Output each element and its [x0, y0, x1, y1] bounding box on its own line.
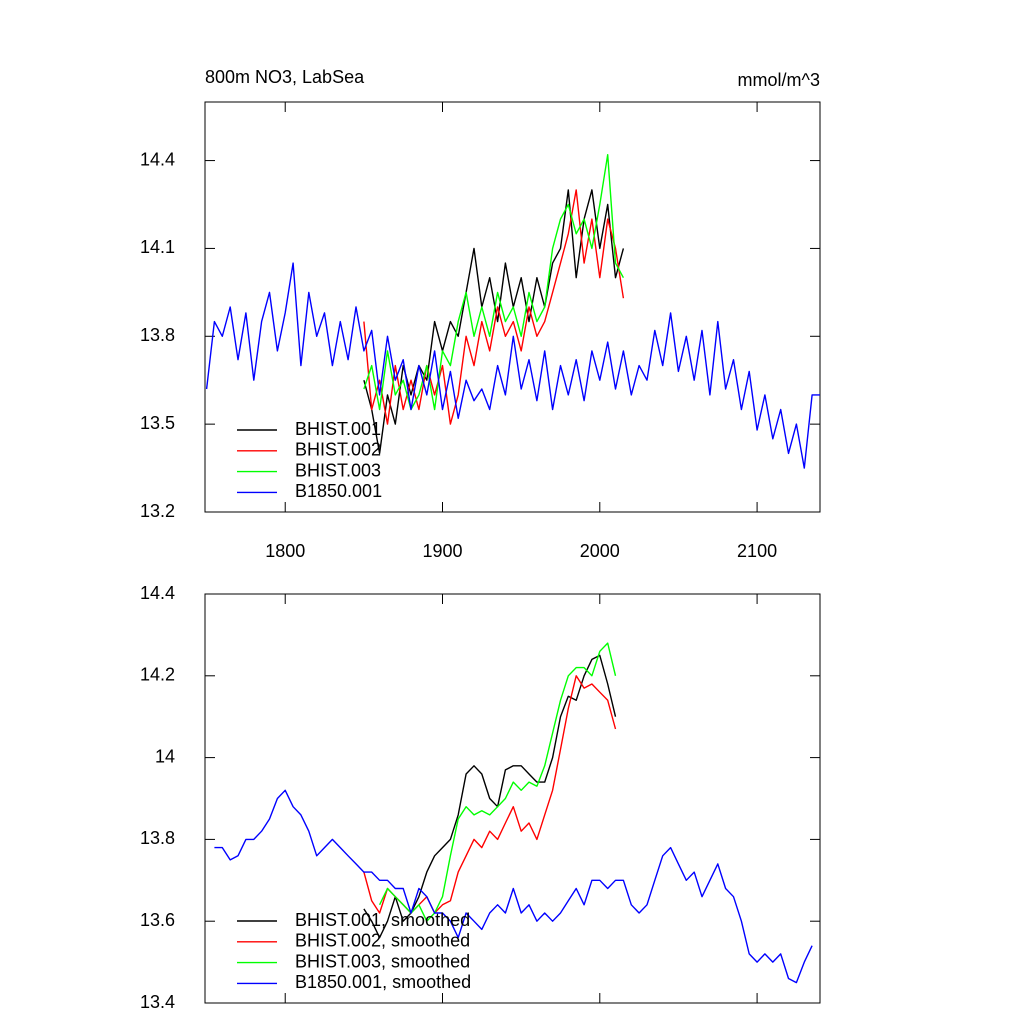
data-line: [205, 262, 820, 469]
legend-label: BHIST.001: [295, 419, 381, 439]
y-tick-label: 14: [155, 746, 175, 766]
y-tick-label: 14.1: [140, 237, 175, 257]
x-tick-label: 2000: [580, 541, 620, 561]
y-tick-label: 13.6: [140, 910, 175, 930]
y-tick-label: 13.4: [140, 992, 175, 1012]
y-tick-label: 14.4: [140, 583, 175, 603]
data-line: [363, 654, 617, 939]
data-line: [363, 154, 625, 411]
legend-label: B1850.001, smoothed: [295, 972, 471, 992]
y-tick-label: 13.5: [140, 413, 175, 433]
y-tick-label: 14.4: [140, 149, 175, 169]
x-tick-label: 2100: [737, 541, 777, 561]
legend-label: BHIST.003, smoothed: [295, 951, 470, 971]
chart-title: 800m NO3, LabSea: [205, 67, 365, 87]
legend-label: BHIST.002, smoothed: [295, 931, 470, 951]
legend-label: BHIST.002: [295, 440, 381, 460]
x-tick-label: 1800: [265, 541, 305, 561]
plot-frame: [204, 101, 821, 513]
units-label: mmol/m^3: [738, 70, 820, 90]
y-tick-label: 14.2: [140, 665, 175, 685]
data-line: [214, 789, 813, 984]
y-tick-label: 13.8: [140, 828, 175, 848]
plot-frame: [204, 593, 821, 1004]
legend-label: B1850.001: [295, 481, 382, 501]
data-line: [378, 642, 617, 922]
data-line: [363, 675, 617, 914]
y-tick-label: 13.2: [140, 501, 175, 521]
x-tick-label: 1900: [422, 541, 462, 561]
data-line: [363, 189, 625, 455]
y-tick-label: 13.8: [140, 325, 175, 345]
legend-label: BHIST.001, smoothed: [295, 910, 470, 930]
legend-label: BHIST.003: [295, 460, 381, 480]
